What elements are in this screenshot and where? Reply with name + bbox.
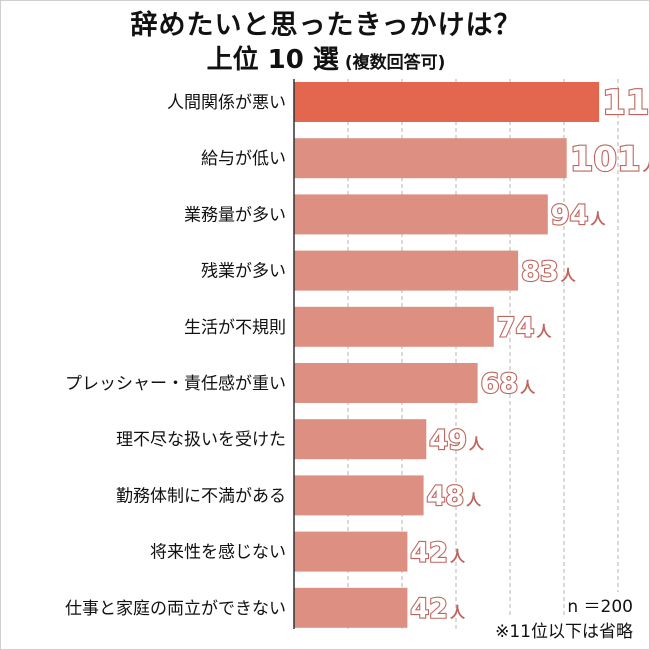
category-label: 勤務体制に不満がある xyxy=(116,486,286,506)
data-label-unit: 人 xyxy=(450,547,466,565)
data-label: 68 人 xyxy=(481,369,537,400)
data-label: 113人 xyxy=(602,83,649,123)
sample-size-note: n ＝200 xyxy=(567,592,633,617)
omitted-note: ※11位以下は省略 xyxy=(495,617,633,642)
bar xyxy=(294,82,600,122)
bar xyxy=(294,531,408,572)
data-label-unit: 人 xyxy=(536,323,552,341)
category-label: 将来性を感じない xyxy=(150,543,286,563)
data-label: 94 人 xyxy=(551,200,607,231)
category-label: 人間関係が悪い xyxy=(167,93,286,113)
category-label: 理不尽な扱いを受けた xyxy=(116,430,286,450)
data-label-unit: 人 xyxy=(469,435,485,453)
data-label-unit: 人 xyxy=(590,210,606,228)
data-label-unit: 人 xyxy=(643,156,649,174)
data-label: 42 人 xyxy=(410,594,466,625)
category-label: 業務量が多い xyxy=(184,205,286,225)
data-label: 101人 xyxy=(570,139,649,179)
category-label: プレッシャー・責任感が重い xyxy=(65,374,286,394)
category-label: 生活が不規則 xyxy=(184,318,286,338)
data-label-unit: 人 xyxy=(561,266,577,284)
bar xyxy=(294,587,408,628)
chart-subtitle: 上位 10 選 xyxy=(206,45,339,75)
data-label-unit: 人 xyxy=(520,379,536,397)
category-label: 残業が多い xyxy=(201,262,286,282)
bar xyxy=(294,419,427,460)
bar xyxy=(294,138,567,179)
data-label-unit: 人 xyxy=(466,491,482,509)
category-label: 給与が低い xyxy=(201,149,286,169)
data-label: 83 人 xyxy=(521,256,577,287)
data-label: 42 人 xyxy=(410,537,466,568)
chart-title: 辞めたいと思ったきっかけは？ xyxy=(130,10,522,41)
chart-subtitle-note: (複数回答可) xyxy=(344,53,446,73)
bar xyxy=(294,306,494,347)
bar xyxy=(294,250,519,291)
bar xyxy=(294,475,424,516)
data-label-unit: 人 xyxy=(450,604,466,622)
bar xyxy=(294,194,548,235)
bar xyxy=(294,363,478,403)
data-label: 48 人 xyxy=(427,481,483,512)
category-label: 仕事と家庭の両立ができない xyxy=(65,599,286,619)
data-label: 49 人 xyxy=(429,425,485,456)
data-label: 74 人 xyxy=(497,313,553,344)
chart-subtitle-row: 上位 10 選 (複数回答可) xyxy=(1,39,650,76)
